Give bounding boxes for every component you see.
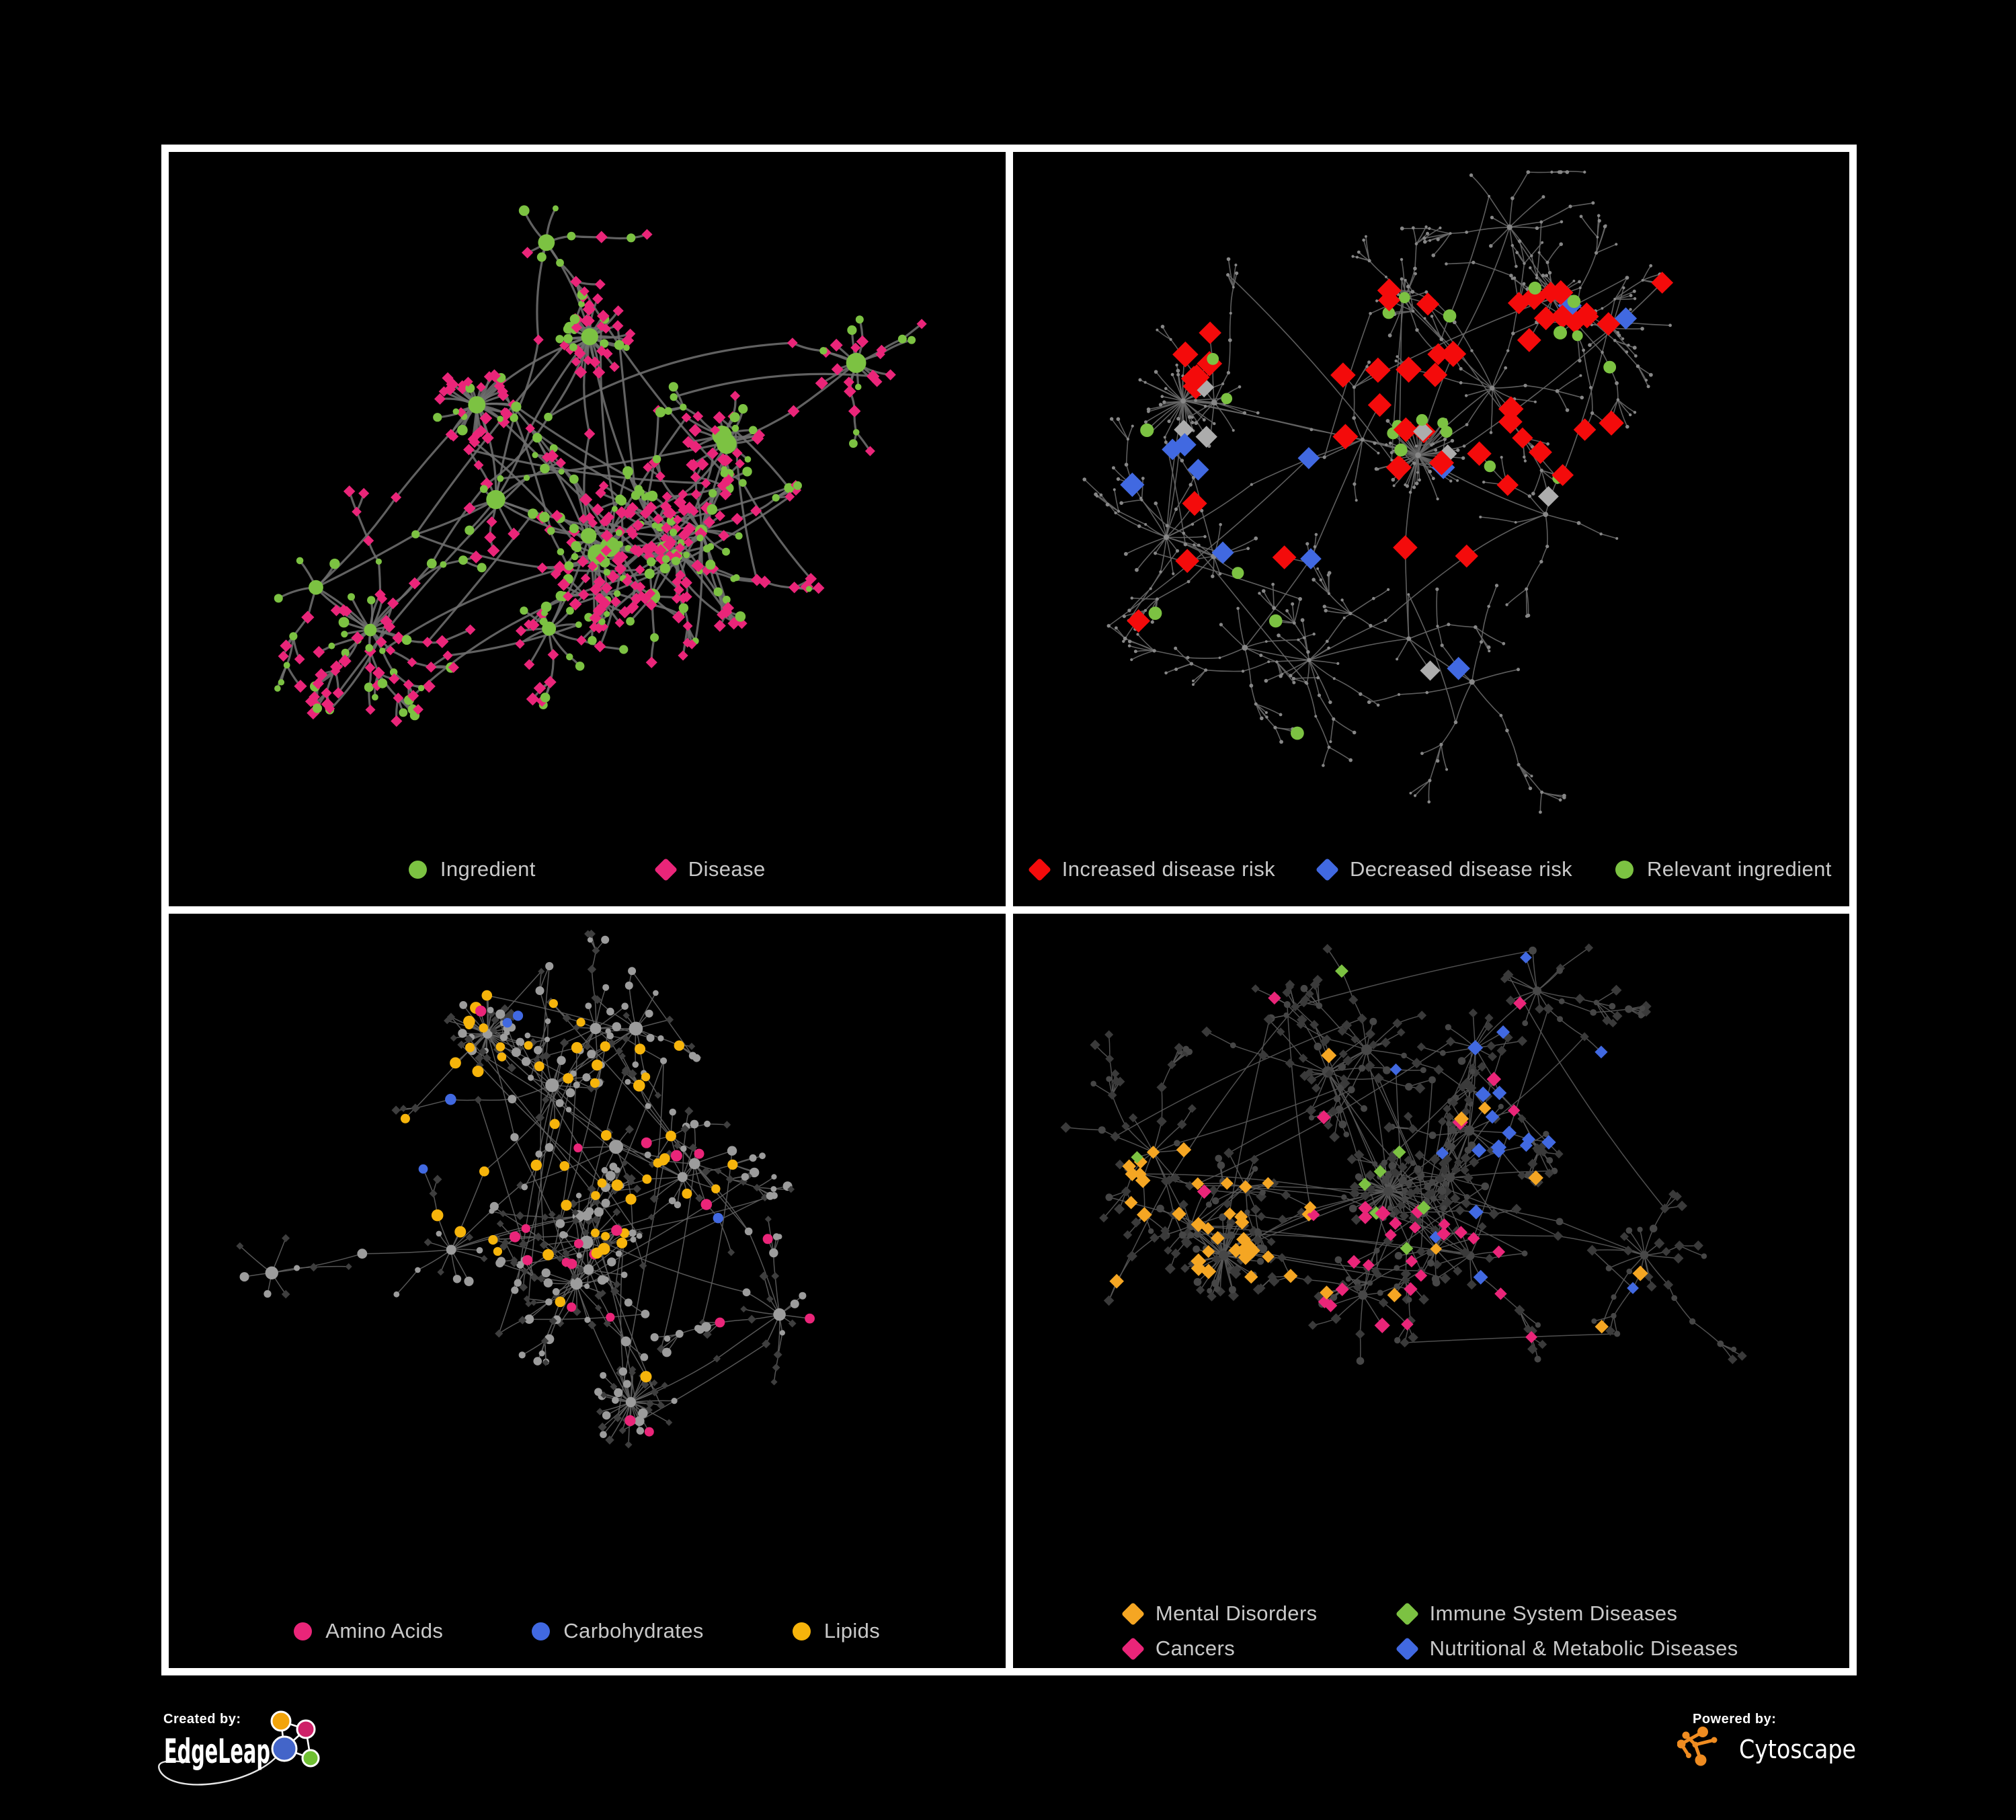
cytoscape-wordmark: Cytoscape <box>1739 1735 1856 1764</box>
edgeleap-logo: EdgeLeap <box>158 1710 320 1786</box>
legend-label: Cancers <box>1155 1636 1236 1660</box>
legend-ingredients-diseases: Ingredient Disease <box>169 832 1006 906</box>
relevant-ingredient-legend-icon <box>1615 860 1634 879</box>
panel-disease-classes: Mental Disorders Cancers Immune System D… <box>1012 914 1850 1668</box>
edgeleap-wordmark: EdgeLeap <box>164 1732 270 1771</box>
cytoscape-icon-nodes <box>1677 1727 1718 1766</box>
cytoscape-logo: Cytoscape <box>1677 1727 1856 1766</box>
cancers-legend-icon <box>1121 1636 1145 1661</box>
legend-item: Lipids <box>792 1619 881 1643</box>
lipids-legend-icon <box>792 1622 811 1640</box>
legend-label: Relevant ingredient <box>1647 857 1832 881</box>
edgeleap-orange-node-icon <box>270 1710 292 1732</box>
legend-disease-risk: Increased disease risk Decreased disease… <box>1013 832 1850 906</box>
network-disease-risk <box>1082 170 1673 814</box>
ingredient-legend-icon <box>408 860 427 879</box>
metabolic-diseases-legend-icon <box>1395 1636 1419 1661</box>
disease-legend-icon <box>653 857 678 881</box>
legend-label: Nutritional & Metabolic Diseases <box>1429 1636 1738 1660</box>
carbohydrates-legend-icon <box>532 1622 551 1640</box>
legend-item: Ingredient <box>408 857 536 881</box>
edgeleap-magenta-node-icon <box>296 1719 316 1739</box>
legend-label: Carbohydrates <box>563 1619 704 1643</box>
legend-label: Lipids <box>823 1619 881 1643</box>
edgeleap-logo-nodes <box>270 1710 320 1768</box>
legend-item: Mental Disorders <box>1121 1601 1318 1626</box>
legend-label: Increased disease risk <box>1061 857 1275 881</box>
edgeleap-swoosh-icon <box>158 1753 280 1786</box>
decreased-risk-legend-icon <box>1315 857 1340 881</box>
edgeleap-green-node-icon <box>301 1749 320 1768</box>
legend-item: Cancers <box>1121 1636 1318 1661</box>
legend-label: Amino Acids <box>325 1619 444 1643</box>
legend-disease-classes: Mental Disorders Cancers Immune System D… <box>1013 1594 1850 1668</box>
created-by-label: Created by: <box>163 1712 241 1727</box>
edgeleap-blue-node-icon <box>271 1735 298 1762</box>
legend-label: Ingredient <box>440 857 536 881</box>
legend-nutrient-classes: Amino Acids Carbohydrates Lipids <box>169 1594 1006 1668</box>
network-disease-classes <box>1060 943 1747 1365</box>
legend-item: Nutritional & Metabolic Diseases <box>1395 1636 1738 1661</box>
panel-grid: Ingredient Disease Increased disease ris… <box>161 145 1857 1675</box>
increased-risk-legend-icon <box>1027 857 1051 881</box>
legend-item: Immune System Diseases <box>1395 1601 1738 1626</box>
network-nutrient-classes <box>236 929 815 1449</box>
amino-acids-legend-icon <box>294 1622 313 1640</box>
legend-item: Carbohydrates <box>532 1619 704 1643</box>
legend-item: Amino Acids <box>294 1619 443 1643</box>
network-ingredients-diseases <box>274 205 927 727</box>
panel-ingredients-diseases: Ingredient Disease <box>169 152 1006 906</box>
panel-disease-risk: Increased disease risk Decreased disease… <box>1012 152 1850 906</box>
legend-item: Disease <box>653 857 766 881</box>
legend-label: Decreased disease risk <box>1350 857 1573 881</box>
panel-nutrient-classes: Amino Acids Carbohydrates Lipids <box>169 914 1006 1668</box>
legend-item: Decreased disease risk <box>1315 857 1573 881</box>
legend-label: Immune System Diseases <box>1429 1601 1678 1625</box>
legend-item: Relevant ingredient <box>1615 857 1832 881</box>
legend-label: Disease <box>688 857 766 881</box>
powered-by-label: Powered by: <box>1693 1712 1777 1727</box>
legend-item: Increased disease risk <box>1027 857 1275 881</box>
mental-disorders-legend-icon <box>1121 1601 1145 1626</box>
legend-label: Mental Disorders <box>1155 1601 1318 1625</box>
immune-diseases-legend-icon <box>1395 1601 1419 1626</box>
